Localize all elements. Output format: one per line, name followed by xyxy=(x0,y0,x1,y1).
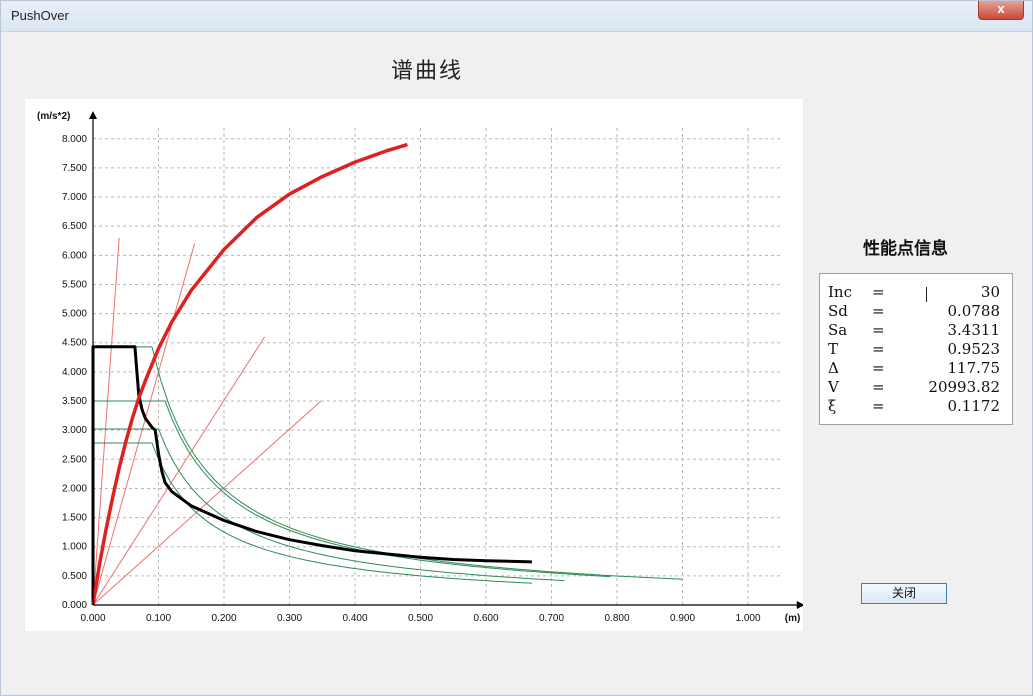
info-row-inc: Inc = 30 xyxy=(820,283,1012,302)
y-tick-label: 1.500 xyxy=(62,513,87,524)
x-tick-label: 0.200 xyxy=(211,613,236,624)
info-row-t: T = 0.9523 xyxy=(820,340,1012,358)
info-value: 3.4311 xyxy=(947,321,1001,339)
x-tick-label: 0.100 xyxy=(146,613,171,624)
y-tick-label: 3.000 xyxy=(62,425,87,436)
info-key: ξ xyxy=(828,397,837,415)
y-tick-label: 0.500 xyxy=(62,571,87,582)
y-tick-label: 0.000 xyxy=(62,600,87,611)
info-row-sa: Sa = 3.4311 xyxy=(820,321,1012,339)
x-axis-label: (m) xyxy=(785,613,801,624)
info-key: Inc xyxy=(828,283,852,301)
info-equals: = xyxy=(872,340,885,358)
x-tick-label: 0.900 xyxy=(670,613,695,624)
y-axis-arrow xyxy=(89,111,97,119)
window-title: PushOver xyxy=(11,8,69,23)
y-tick-label: 2.500 xyxy=(62,454,87,465)
period-line xyxy=(92,237,120,606)
x-tick-label: 0.600 xyxy=(473,613,498,624)
demand-spectrum-curve xyxy=(91,345,532,605)
y-tick-label: 5.500 xyxy=(62,279,87,290)
chart-panel: 0.000 0.100 0.200 0.300 0.400 0.500 0.600 0.700… xyxy=(25,99,805,631)
info-row-xi: ξ = 0.1172 xyxy=(820,397,1012,415)
info-row-v: V = 20993.82 xyxy=(820,378,1012,396)
y-tick-label: 4.500 xyxy=(62,338,87,349)
elastic-spectrum-curve xyxy=(93,428,565,582)
x-tick-label: 1.000 xyxy=(735,613,760,624)
info-row-sd: Sd = 0.0788 xyxy=(820,302,1012,320)
info-value: 117.75 xyxy=(947,359,1001,377)
y-tick-label: 2.000 xyxy=(62,483,87,494)
y-tick-label: 7.000 xyxy=(62,192,87,203)
info-value: 20993.82 xyxy=(928,378,1000,396)
y-axis-label: (m/s*2) xyxy=(37,111,70,122)
info-key: Sd xyxy=(828,302,848,320)
info-row-delta: Δ = 117.75 xyxy=(820,359,1012,377)
title-bar[interactable]: PushOver x xyxy=(1,1,1032,32)
x-tick-label: 0.500 xyxy=(408,613,433,624)
elastic-spectrum-curve xyxy=(93,346,683,580)
x-tick-label: 0.300 xyxy=(277,613,302,624)
period-line xyxy=(92,400,322,606)
x-tick-label: 0.800 xyxy=(604,613,629,624)
close-button[interactable]: 关闭 xyxy=(861,583,947,604)
info-key: Sa xyxy=(828,321,848,339)
y-tick-label: 7.500 xyxy=(62,163,87,174)
info-equals: = xyxy=(872,283,885,301)
performance-point-info: Inc = 30 Sd = 0.0788 Sa = 3.4311 T = 0.9… xyxy=(819,273,1013,425)
info-value: 0.0788 xyxy=(947,302,1001,320)
spectrum-chart: 0.000 0.100 0.200 0.300 0.400 0.500 0.600 0.700… xyxy=(37,111,805,624)
text-cursor xyxy=(926,287,927,302)
x-tick-label: 0.000 xyxy=(80,613,105,624)
x-tick-label: 0.400 xyxy=(342,613,367,624)
period-line xyxy=(92,243,196,606)
info-equals: = xyxy=(872,321,885,339)
info-key: Δ xyxy=(828,359,839,377)
chart-title: 谱曲线 xyxy=(391,59,464,84)
info-value: 30 xyxy=(980,283,1000,301)
info-equals: = xyxy=(872,302,885,320)
y-tick-label: 3.500 xyxy=(62,396,87,407)
y-tick-label: 6.000 xyxy=(62,250,87,261)
info-value: 0.9523 xyxy=(947,340,1001,358)
info-equals: = xyxy=(872,397,885,415)
info-key: T xyxy=(828,340,839,358)
y-tick-label: 8.000 xyxy=(62,134,87,145)
x-axis-arrow xyxy=(796,601,805,609)
info-equals: = xyxy=(872,378,885,396)
info-key: V xyxy=(828,378,839,396)
info-value: 0.1172 xyxy=(947,397,1001,415)
info-equals: = xyxy=(872,359,885,377)
y-tick-label: 5.000 xyxy=(62,309,87,320)
y-tick-label: 6.500 xyxy=(62,221,87,232)
window-close-button[interactable]: x xyxy=(978,1,1024,20)
y-tick-label: 1.000 xyxy=(62,542,87,553)
elastic-spectrum-curve xyxy=(93,442,532,584)
capacity-spectrum-curve xyxy=(91,142,408,606)
x-tick-label: 0.700 xyxy=(539,613,564,624)
y-tick-label: 4.000 xyxy=(62,367,87,378)
info-panel-title: 性能点信息 xyxy=(863,239,948,259)
